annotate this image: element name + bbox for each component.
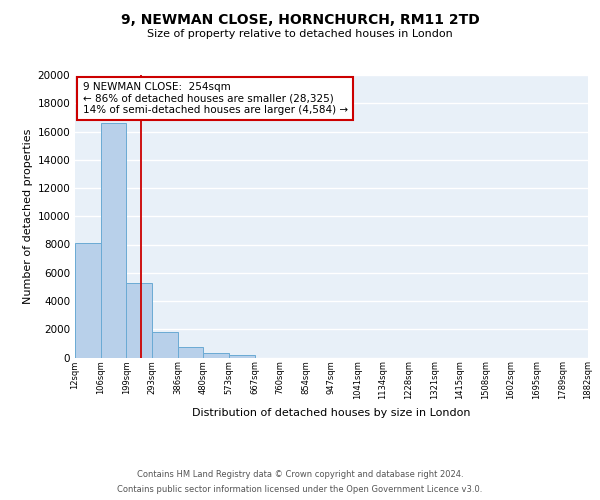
Text: Size of property relative to detached houses in London: Size of property relative to detached ho… (147, 29, 453, 39)
Bar (101, 123, 127, 358)
Bar (178, 347, 203, 358)
Bar (127, 282, 152, 358)
Y-axis label: Number of detached properties: Number of detached properties (23, 128, 33, 304)
Bar (229, 356, 254, 358)
X-axis label: Distribution of detached houses by size in London: Distribution of detached houses by size … (192, 408, 471, 418)
Bar (203, 354, 229, 358)
Text: 9 NEWMAN CLOSE:  254sqm
← 86% of detached houses are smaller (28,325)
14% of sem: 9 NEWMAN CLOSE: 254sqm ← 86% of detached… (83, 82, 348, 116)
Text: Contains public sector information licensed under the Open Government Licence v3: Contains public sector information licen… (118, 485, 482, 494)
Bar (75, 243, 101, 358)
Bar (152, 332, 178, 357)
Text: 9, NEWMAN CLOSE, HORNCHURCH, RM11 2TD: 9, NEWMAN CLOSE, HORNCHURCH, RM11 2TD (121, 12, 479, 26)
Text: Contains HM Land Registry data © Crown copyright and database right 2024.: Contains HM Land Registry data © Crown c… (137, 470, 463, 479)
